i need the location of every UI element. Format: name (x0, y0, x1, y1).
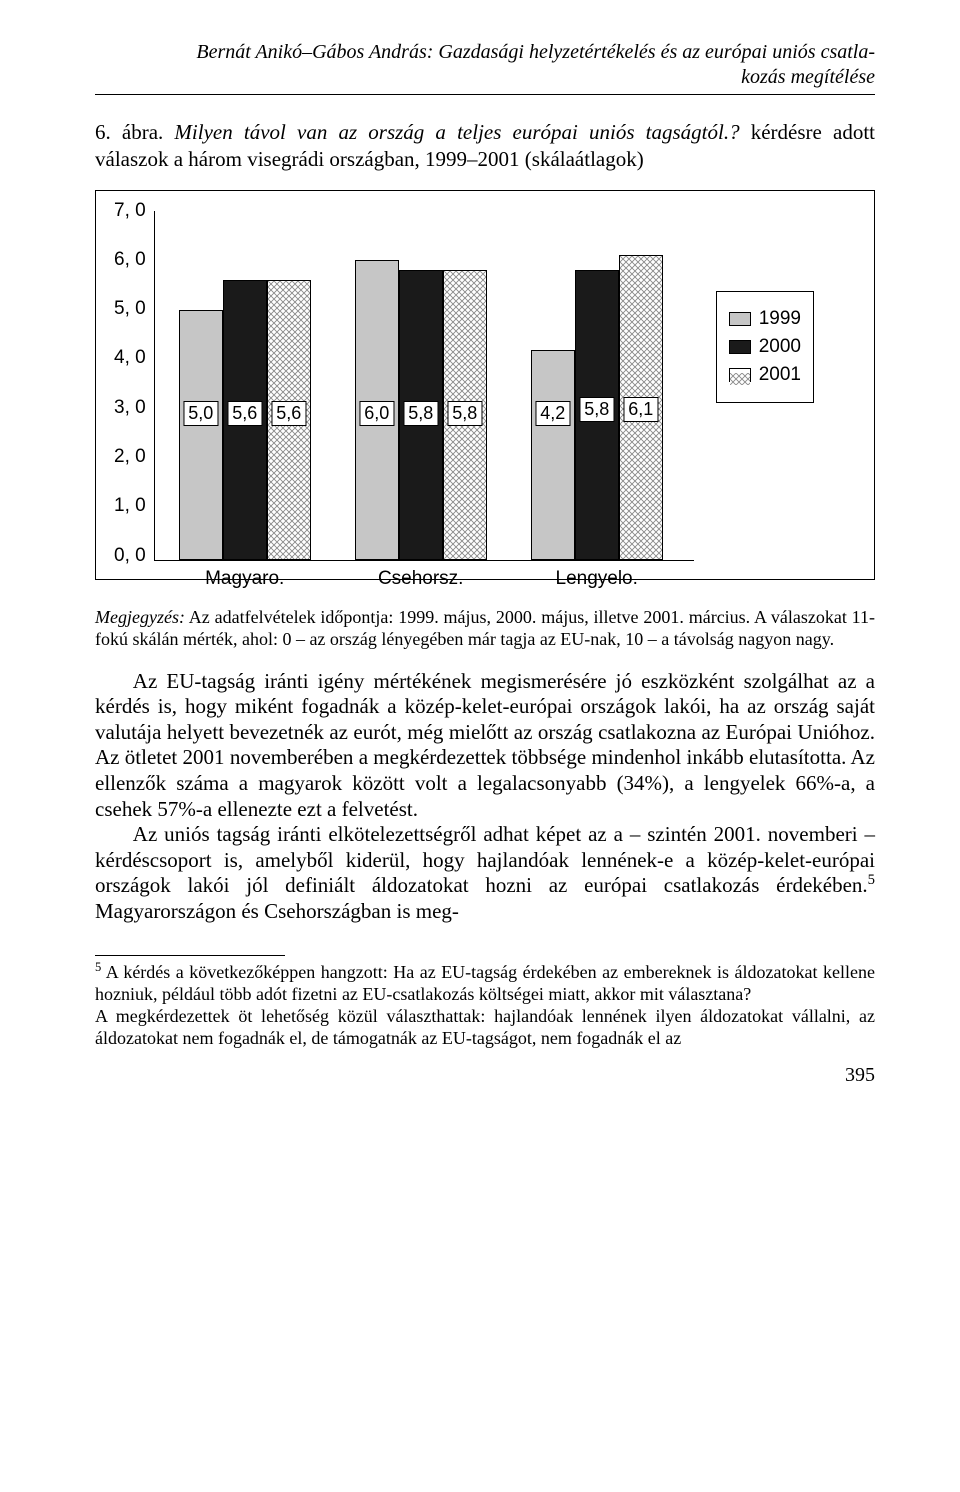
x-category-label: Csehorsz. (378, 568, 464, 590)
bar: 5,6 (267, 280, 311, 560)
bar-value-label: 5,8 (447, 401, 482, 426)
legend-label: 2000 (759, 336, 801, 358)
y-tick: 6, 0 (114, 250, 146, 269)
bar-group: 6,0 5,8 5,8 (355, 260, 487, 560)
footnotes: 5 A kérdés a következőképpen hangzott: H… (95, 962, 875, 1050)
legend-swatch (729, 368, 751, 382)
y-tick: 7, 0 (114, 201, 146, 220)
legend-label: 2001 (759, 364, 801, 386)
footnote-ref-5: 5 (868, 872, 875, 888)
bar-value-label: 5,6 (227, 401, 262, 426)
body-text: Az EU-tagság iránti igény mértékének meg… (95, 669, 875, 925)
bar-value-label: 5,8 (579, 397, 614, 422)
bar-value-label: 5,8 (403, 401, 438, 426)
caption-question: Milyen távol van az ország a teljes euró… (163, 120, 739, 144)
bar: 6,1 (619, 255, 663, 560)
y-tick: 0, 0 (114, 546, 146, 565)
x-category-label: Lengyelo. (556, 568, 638, 590)
y-axis-ticks: 7, 0 6, 0 5, 0 4, 0 3, 0 2, 0 1, 0 0, 0 (114, 201, 154, 565)
bar-group: 5,0 5,6 5,6 (179, 280, 311, 560)
x-axis-labels: Magyaro.Csehorsz.Lengyelo. (155, 560, 694, 568)
paragraph-2b: Magyarországon és Csehországban is meg- (95, 899, 459, 923)
caption-lead: 6. ábra. (95, 120, 163, 144)
bar: 5,8 (575, 270, 619, 560)
bar: 4,2 (531, 350, 575, 560)
bar: 6,0 (355, 260, 399, 560)
bar-value-label: 6,0 (359, 401, 394, 426)
y-tick: 4, 0 (114, 348, 146, 367)
header-line-1: Bernát Anikó–Gábos András: Gazdasági hel… (196, 41, 875, 63)
running-header: Bernát Anikó–Gábos András: Gazdasági hel… (95, 40, 875, 95)
legend-swatch (729, 340, 751, 354)
bar-value-label: 6,1 (623, 397, 658, 422)
bar: 5,8 (443, 270, 487, 560)
y-tick: 5, 0 (114, 299, 146, 318)
footnote-5: 5 A kérdés a következőképpen hangzott: H… (95, 962, 875, 1006)
bar-value-label: 4,2 (535, 401, 570, 426)
chart-legend: 1999 2000 2001 (716, 291, 814, 403)
header-line-2: kozás megítélése (741, 66, 875, 88)
bar: 5,0 (179, 310, 223, 560)
bar-chart: 7, 0 6, 0 5, 0 4, 0 3, 0 2, 0 1, 0 0, 0 Magyaro… (95, 190, 875, 580)
figure-note: Megjegyzés: Az adatfelvételek időpontja:… (95, 606, 875, 651)
page-number: 395 (95, 1064, 875, 1087)
footnote-5-text: A kérdés a következőképpen hangzott: Ha … (95, 962, 875, 1004)
paragraph-1: Az EU-tagság iránti igény mértékének meg… (95, 669, 875, 823)
legend-item: 1999 (729, 308, 801, 330)
note-lead: Megjegyzés: (95, 607, 185, 627)
bar-value-label: 5,0 (183, 401, 218, 426)
y-tick: 3, 0 (114, 398, 146, 417)
plot-area: Magyaro.Csehorsz.Lengyelo. 5,05,65,66,05… (154, 211, 694, 561)
paragraph-2a: Az uniós tagság iránti elkötelezettségrő… (95, 822, 875, 897)
figure-caption: 6. ábra. Milyen távol van az ország a te… (95, 119, 875, 174)
note-body: Az adatfelvételek időpontja: 1999. május… (95, 607, 875, 650)
legend-item: 2000 (729, 336, 801, 358)
bar: 5,8 (399, 270, 443, 560)
footnote-continuation: A megkérdezettek öt lehetőség közül vála… (95, 1006, 875, 1050)
paragraph-2: Az uniós tagság iránti elkötelezettségrő… (95, 822, 875, 924)
bar-value-label: 5,6 (271, 401, 306, 426)
y-tick: 1, 0 (114, 496, 146, 515)
legend-label: 1999 (759, 308, 801, 330)
x-category-label: Magyaro. (205, 568, 284, 590)
legend-swatch (729, 312, 751, 326)
legend-item: 2001 (729, 364, 801, 386)
bar: 5,6 (223, 280, 267, 560)
footnote-rule (95, 955, 285, 956)
y-tick: 2, 0 (114, 447, 146, 466)
bar-group: 4,2 5,8 6,1 (531, 255, 663, 560)
